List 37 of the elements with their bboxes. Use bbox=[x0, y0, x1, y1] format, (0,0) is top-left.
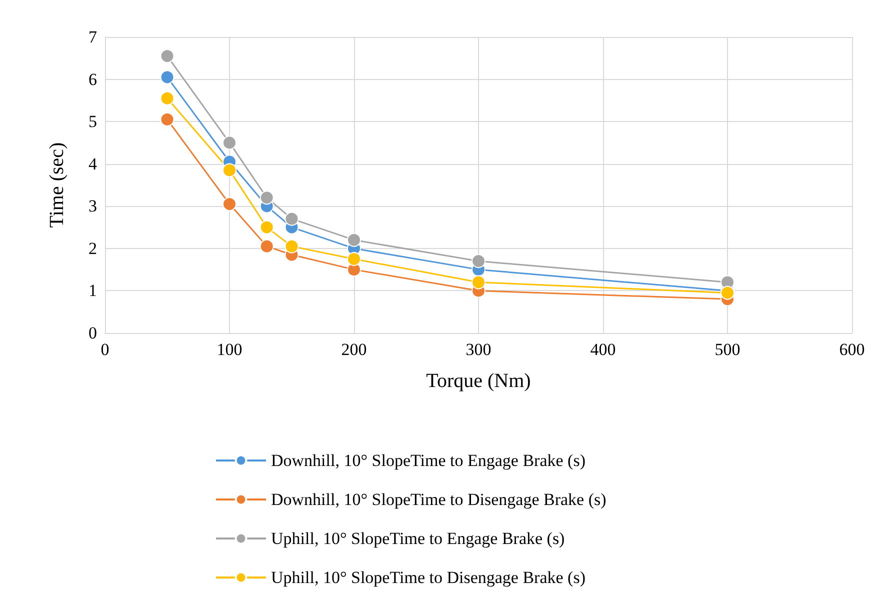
point bbox=[260, 220, 274, 234]
point bbox=[222, 136, 236, 150]
legend-label: Downhill, 10° SlopeTime to Disengage Brake (s) bbox=[271, 490, 606, 509]
point bbox=[160, 49, 174, 64]
y-tick-label: 5 bbox=[88, 112, 97, 132]
point bbox=[260, 239, 274, 254]
point bbox=[222, 163, 236, 178]
x-tick-label: 300 bbox=[466, 340, 492, 359]
y-tick-label: 6 bbox=[88, 70, 97, 89]
x-axis-title: Torque (Nm) bbox=[426, 370, 531, 392]
x-tick-label: 200 bbox=[341, 340, 367, 359]
point bbox=[284, 212, 299, 226]
point bbox=[472, 254, 486, 268]
x-tick-label: 400 bbox=[590, 340, 616, 359]
point bbox=[347, 232, 361, 247]
y-tick-label: 3 bbox=[88, 196, 97, 216]
legend-label: Downhill, 10° SlopeTime to Engage Brake (s) bbox=[271, 451, 586, 470]
point bbox=[160, 91, 174, 106]
y-tick-label: 7 bbox=[88, 28, 98, 46]
point bbox=[160, 70, 174, 84]
y-tick-label: 4 bbox=[88, 154, 98, 174]
y-tick-label: 1 bbox=[88, 281, 97, 300]
y-tick-label: 0 bbox=[88, 324, 97, 342]
point bbox=[260, 190, 274, 205]
x-tick-label: 0 bbox=[100, 340, 110, 359]
point bbox=[347, 252, 361, 266]
y-axis-title: Time (sec) bbox=[46, 142, 68, 228]
point bbox=[284, 239, 299, 254]
point bbox=[160, 112, 174, 126]
x-tick-label: 100 bbox=[216, 340, 242, 359]
x-tick-label: 500 bbox=[714, 340, 740, 359]
y-tick-label: 2 bbox=[88, 238, 97, 258]
point bbox=[222, 197, 236, 212]
legend-label: Uphill, 10° SlopeTime to Engage Brake (s) bbox=[271, 529, 565, 548]
x-tick-label: 600 bbox=[839, 340, 865, 359]
legend-label: Uphill, 10° SlopeTime to Disengage Brake (s) bbox=[271, 568, 586, 587]
point bbox=[472, 275, 486, 290]
